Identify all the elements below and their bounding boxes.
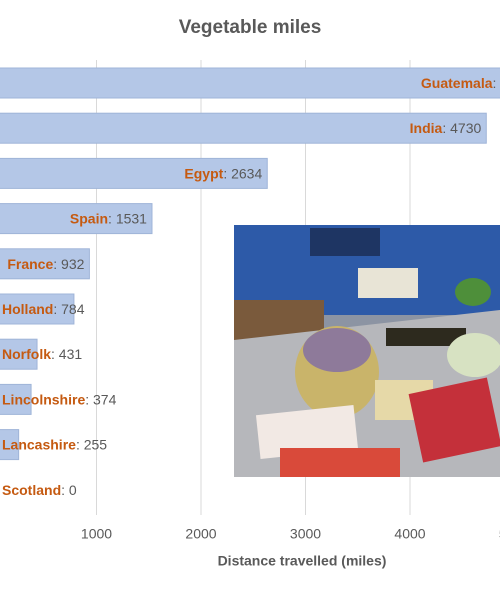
bar: [0, 67, 500, 99]
data-label: India: 4730: [410, 120, 482, 136]
value-label: : 5210: [493, 75, 500, 91]
photo: [234, 225, 500, 477]
x-tick-label: 4000: [394, 526, 425, 542]
value-label: : 0: [61, 482, 77, 498]
data-label: Lincolnshire: 374: [2, 391, 117, 407]
category-label: India: [410, 120, 443, 136]
data-label: Scotland: 0: [2, 482, 77, 498]
bar: [0, 338, 38, 370]
data-label: Norfolk: 431: [2, 346, 82, 362]
x-tick-label: 5000: [499, 526, 500, 542]
category-label: Guatemala: [421, 75, 493, 91]
data-label: Spain: 1531: [70, 210, 147, 226]
value-label: : 374: [85, 391, 116, 407]
value-label: : 431: [51, 346, 82, 362]
bar: [0, 248, 90, 280]
category-label: France: [7, 256, 53, 272]
category-label: Spain: [70, 210, 108, 226]
data-label: Lancashire: 255: [2, 436, 107, 452]
bar: [0, 383, 32, 415]
category-label: Lancashire: [2, 436, 76, 452]
x-tick-label: 3000: [290, 526, 321, 542]
bar: [0, 203, 153, 235]
data-label: France: 932: [7, 256, 84, 272]
data-label: Holland: 784: [2, 301, 85, 317]
bar: [0, 293, 75, 325]
value-label: : 1531: [108, 210, 147, 226]
x-tick-label: 1000: [81, 526, 112, 542]
category-label: Egypt: [184, 165, 223, 181]
category-label: Scotland: [2, 482, 61, 498]
bar: [0, 112, 487, 144]
value-label: : 2634: [223, 165, 262, 181]
chart-title: Vegetable miles: [179, 17, 322, 38]
data-label: Guatemala: 5210: [421, 75, 500, 91]
x-axis-title: Distance travelled (miles): [218, 553, 387, 569]
value-label: : 932: [53, 256, 84, 272]
category-label: Norfolk: [2, 346, 51, 362]
value-label: : 255: [76, 436, 107, 452]
data-label: Egypt: 2634: [184, 165, 262, 181]
bar: [0, 429, 20, 461]
value-label: : 784: [53, 301, 84, 317]
value-label: : 4730: [442, 120, 481, 136]
category-label: Holland: [2, 301, 53, 317]
category-label: Lincolnshire: [2, 391, 85, 407]
bar: [0, 157, 268, 189]
x-tick-label: 2000: [185, 526, 216, 542]
